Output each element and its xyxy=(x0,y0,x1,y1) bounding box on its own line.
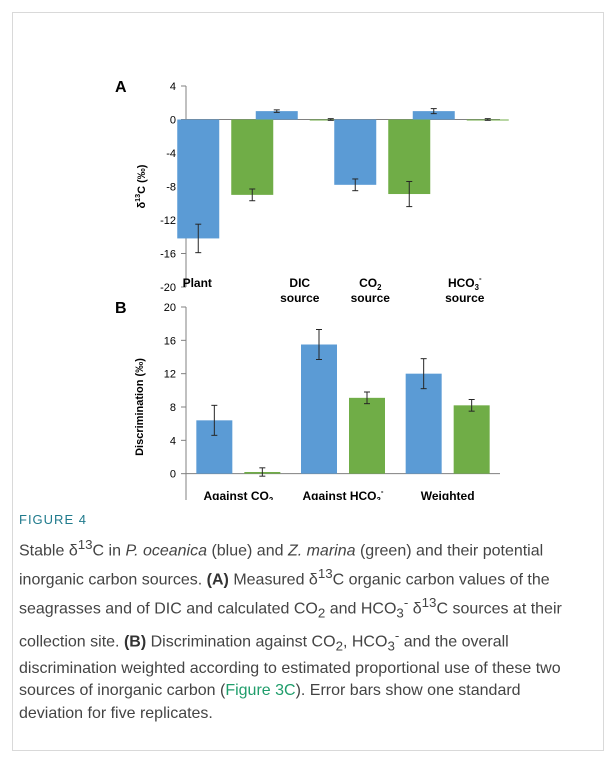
category-label-line2: source xyxy=(445,291,485,305)
category-label: Weighted xyxy=(421,489,475,500)
y-axis-label: Discrimination (‰) xyxy=(134,358,146,456)
y-tick-label: 4 xyxy=(170,435,176,447)
y-tick-label: 8 xyxy=(170,402,176,414)
y-tick-label: -4 xyxy=(166,148,176,160)
bar-b-2-1 xyxy=(453,405,490,474)
bar-b-1-1 xyxy=(349,397,385,474)
category-label: Against HCO3- xyxy=(303,487,384,500)
category-label-line2: source xyxy=(351,291,391,305)
bar-a-2-0 xyxy=(334,119,377,185)
bar-a-1-0 xyxy=(255,111,298,120)
y-axis-label: δ13C (‰) xyxy=(134,164,148,208)
y-tick-label: 20 xyxy=(164,302,176,314)
bar-b-1-0 xyxy=(301,344,337,474)
panel-b-ref: (B) xyxy=(123,633,147,650)
panel-a-ref: (A) xyxy=(206,571,229,589)
category-label: DIC xyxy=(289,276,310,290)
bar-a-0-1 xyxy=(231,119,274,195)
species-z-marina: Z. marina xyxy=(287,542,356,560)
category-label: HCO3- xyxy=(448,274,482,292)
figure-label: FIGURE 4 xyxy=(19,512,87,527)
y-tick-label: 0 xyxy=(170,115,176,127)
bar-b-2-0 xyxy=(405,373,442,474)
category-label-line2: source xyxy=(280,291,320,305)
y-tick-label: -12 xyxy=(160,215,176,227)
y-tick-label: -8 xyxy=(166,182,176,194)
panel-letter: B xyxy=(115,300,127,317)
y-tick-label: 12 xyxy=(164,369,176,381)
y-tick-label: 16 xyxy=(164,335,176,347)
figure-3c-link[interactable]: Figure 3C xyxy=(225,682,296,700)
species-p-oceanica: P. oceanica xyxy=(125,542,207,560)
category-label: CO2 xyxy=(359,276,382,292)
y-tick-label: -16 xyxy=(160,249,176,261)
y-tick-label: 0 xyxy=(170,469,176,481)
category-label: Plant xyxy=(183,276,212,290)
y-tick-label: 4 xyxy=(170,81,176,93)
panel-letter: A xyxy=(115,79,127,96)
category-label: Against CO2 xyxy=(203,489,273,500)
bar-a-0-0 xyxy=(177,119,220,239)
bar-a-3-0 xyxy=(412,111,455,120)
figure-caption: Stable δ13C in P. oceanica (blue) and Z.… xyxy=(19,537,562,722)
y-tick-label: -20 xyxy=(160,282,176,294)
